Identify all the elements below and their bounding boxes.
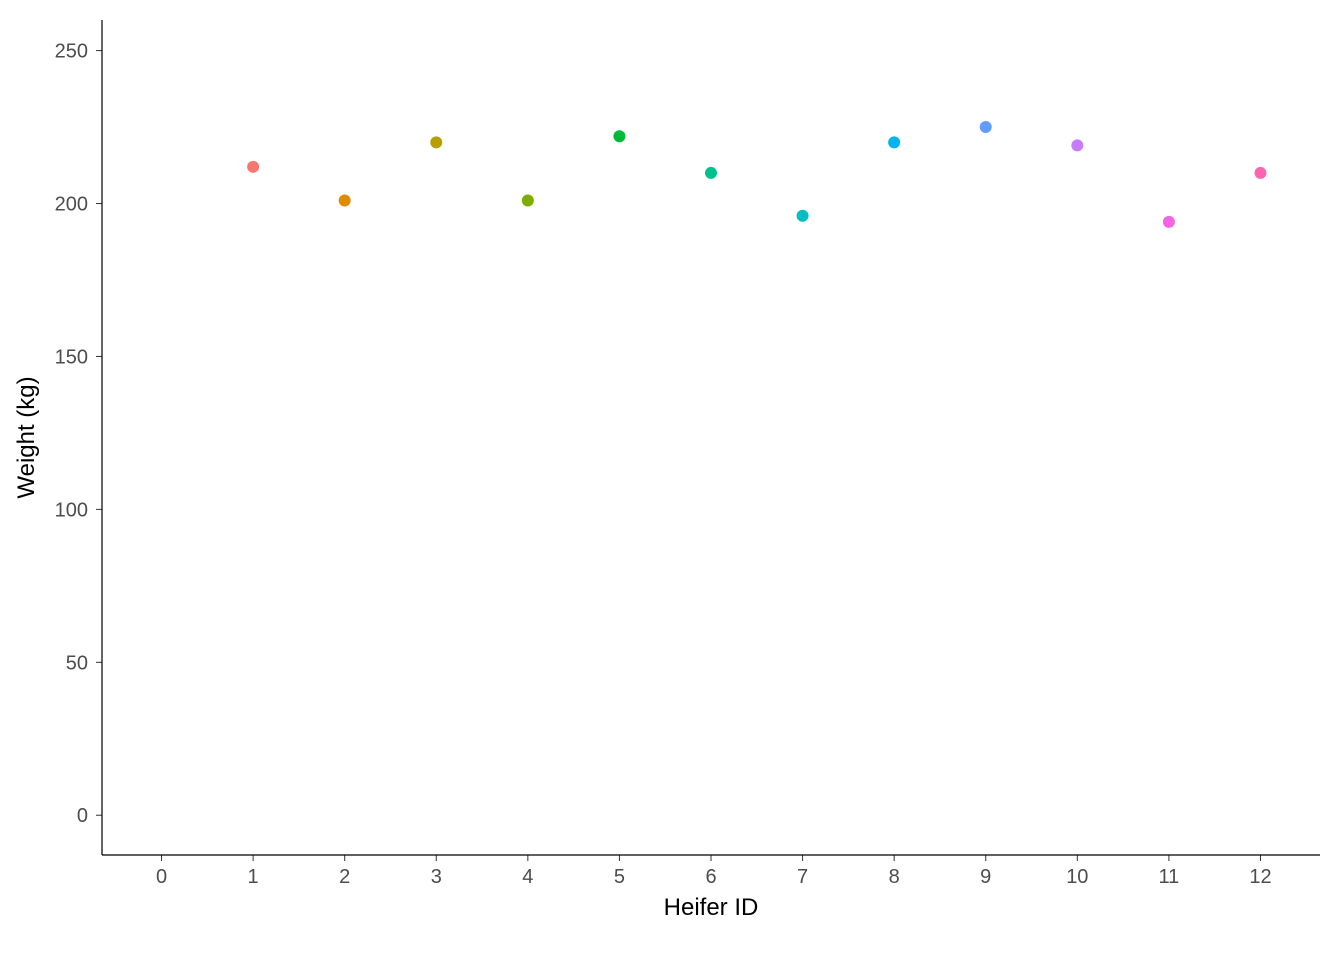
y-tick-label: 200 xyxy=(55,194,88,216)
x-tick-label: 3 xyxy=(431,866,442,888)
y-tick-label: 50 xyxy=(66,652,88,674)
x-tick-label: 5 xyxy=(614,866,625,888)
data-point xyxy=(888,136,900,148)
x-tick-label: 1 xyxy=(248,866,259,888)
data-point xyxy=(613,130,625,142)
data-point xyxy=(980,121,992,133)
x-tick-label: 9 xyxy=(980,866,991,888)
y-tick-label: 150 xyxy=(55,346,88,368)
x-tick-label: 11 xyxy=(1159,866,1180,888)
scatter-chart: 0123456789101112050100150200250Heifer ID… xyxy=(0,0,1344,960)
data-point xyxy=(522,194,534,206)
plot-background xyxy=(0,0,1344,960)
y-tick-label: 250 xyxy=(55,41,88,63)
x-tick-label: 10 xyxy=(1066,866,1088,888)
data-point xyxy=(797,210,809,222)
x-tick-label: 2 xyxy=(339,866,350,888)
data-point xyxy=(339,194,351,206)
chart-svg: 0123456789101112050100150200250Heifer ID… xyxy=(0,0,1344,960)
x-tick-label: 12 xyxy=(1249,866,1271,888)
data-point xyxy=(1071,139,1083,151)
data-point xyxy=(247,161,259,173)
data-point xyxy=(430,136,442,148)
y-tick-label: 0 xyxy=(77,805,88,827)
x-tick-label: 0 xyxy=(156,866,167,888)
x-tick-label: 4 xyxy=(522,866,533,888)
x-axis-title: Heifer ID xyxy=(664,894,759,921)
x-tick-label: 6 xyxy=(705,866,716,888)
x-tick-label: 8 xyxy=(889,866,900,888)
x-tick-label: 7 xyxy=(797,866,808,888)
y-axis-title: Weight (kg) xyxy=(13,376,40,498)
y-tick-label: 100 xyxy=(55,499,88,521)
data-point xyxy=(1163,216,1175,228)
data-point xyxy=(705,167,717,179)
data-point xyxy=(1254,167,1266,179)
